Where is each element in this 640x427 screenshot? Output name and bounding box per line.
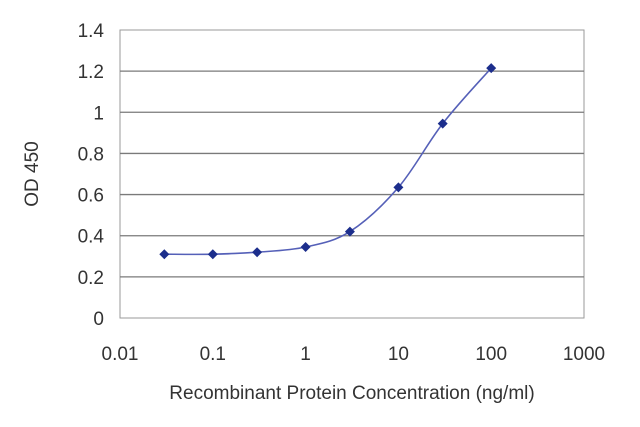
x-axis-title: Recombinant Protein Concentration (ng/ml… bbox=[169, 383, 534, 404]
data-point bbox=[252, 247, 263, 258]
x-tick-label: 10 bbox=[388, 344, 409, 365]
data-point bbox=[159, 249, 170, 260]
y-tick-label: 0 bbox=[93, 309, 104, 330]
data-point bbox=[300, 242, 311, 252]
data-point bbox=[207, 249, 218, 260]
x-tick-label: 100 bbox=[475, 344, 507, 365]
grid-lines bbox=[120, 70, 584, 278]
data-point bbox=[344, 226, 355, 237]
data-point bbox=[437, 118, 448, 129]
data-point bbox=[393, 182, 404, 193]
y-tick-label: 0.2 bbox=[78, 268, 104, 289]
y-tick-labels: 0 0.2 0.4 0.6 0.8 1 1.2 1.4 bbox=[78, 21, 105, 330]
x-tick-labels: 0.01 0.1 1 10 100 1000 bbox=[102, 344, 606, 365]
y-tick-label: 0.8 bbox=[78, 144, 104, 165]
y-tick-label: 0.6 bbox=[78, 186, 104, 207]
data-points bbox=[159, 63, 497, 260]
y-tick-label: 0.4 bbox=[78, 227, 105, 248]
data-point bbox=[486, 63, 497, 74]
x-tick-label: 0.01 bbox=[102, 344, 139, 365]
y-axis-title: OD 450 bbox=[22, 141, 43, 206]
plot-area bbox=[119, 29, 585, 319]
y-tick-label: 1.2 bbox=[78, 62, 104, 83]
y-tick-label: 1 bbox=[93, 103, 104, 124]
x-tick-label: 0.1 bbox=[200, 344, 226, 365]
x-tick-label: 1 bbox=[300, 344, 311, 365]
x-tick-label: 1000 bbox=[563, 344, 605, 365]
y-tick-label: 1.4 bbox=[78, 21, 105, 42]
